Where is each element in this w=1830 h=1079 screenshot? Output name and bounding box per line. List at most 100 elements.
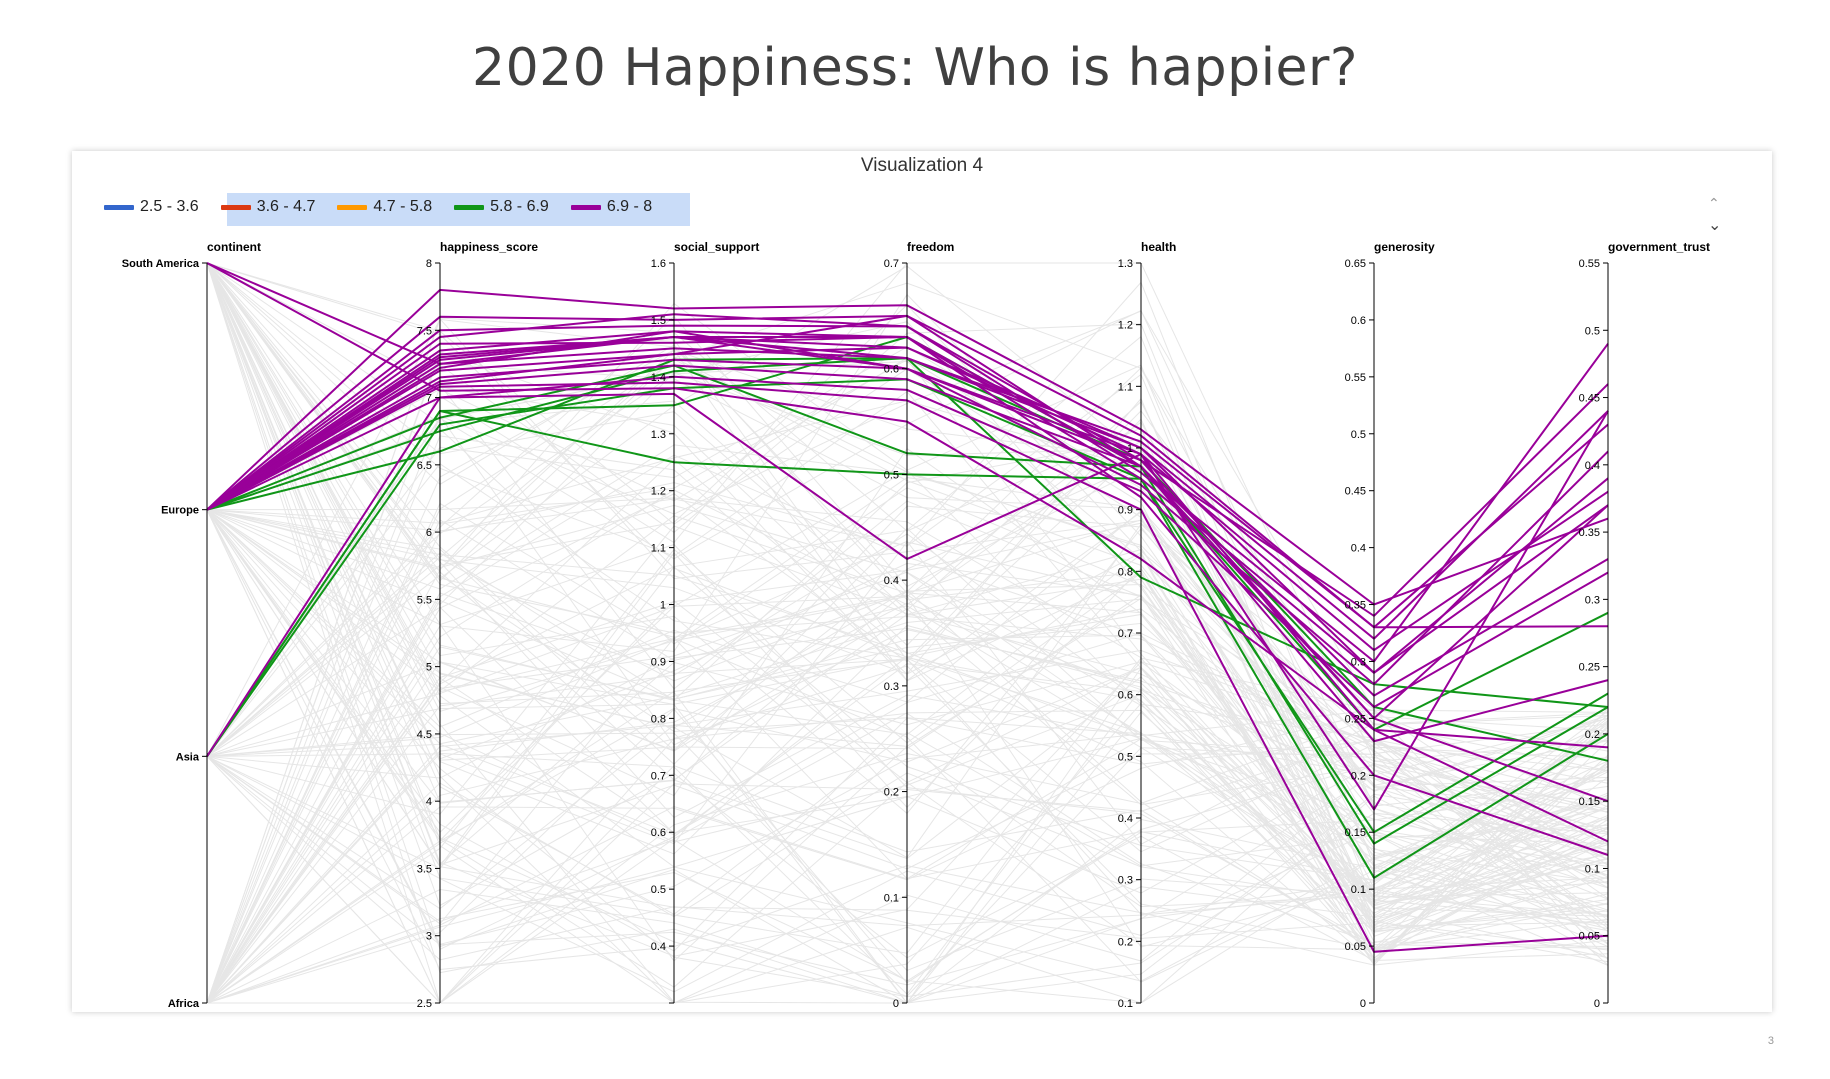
tick-label: 0.15 <box>1345 827 1366 839</box>
tick-label: 0.6 <box>884 364 899 376</box>
visualization-title: Visualization 4 <box>860 155 984 176</box>
axis-title: health <box>1141 240 1176 254</box>
axis-title: continent <box>207 240 261 254</box>
tick-label: 0.5 <box>1351 429 1366 441</box>
tick-label: 0.6 <box>651 827 666 839</box>
legend-label: 3.6 - 4.7 <box>256 198 316 215</box>
tick-label: Asia <box>176 751 200 763</box>
tick-label: 0.5 <box>1585 325 1600 337</box>
tick-label: 1.2 <box>651 486 666 498</box>
tick-label: 0.4 <box>651 941 666 953</box>
tick-label: 0.3 <box>1118 875 1133 887</box>
tick-label: 1 <box>660 600 666 612</box>
axis-social-support: social_support 0.4 0.5 0.6 0.7 0.8 0.9 1 1.1 1.2 1… <box>651 240 759 1004</box>
tick-label: 1.1 <box>1118 381 1133 393</box>
legend-item[interactable]: 6.9 - 8 <box>570 198 653 216</box>
tick-label: 1.3 <box>1118 258 1133 270</box>
axis-continent: continent South America Europe Asia Africa <box>122 240 261 1010</box>
tick-label: 2.5 <box>417 998 432 1010</box>
tick-label: South America <box>122 258 200 270</box>
tick-label: 8 <box>426 258 432 270</box>
axis-government-trust: government_trust 0 0.05 0.1 0.15 0.2 0.25 0.3 0.… <box>1579 240 1710 1010</box>
tick-label: 0.9 <box>1118 505 1133 517</box>
tick-label: 0.35 <box>1345 600 1366 612</box>
tick-label: 7 <box>426 393 432 405</box>
legend-label: 6.9 - 8 <box>606 198 653 215</box>
tick-label: 0.65 <box>1345 258 1366 270</box>
tick-label: 6.5 <box>417 460 432 472</box>
axis-title: generosity <box>1374 240 1435 254</box>
legend-selection-highlight <box>227 193 690 226</box>
tick-label: 0.2 <box>1351 770 1366 782</box>
tick-label: 0.6 <box>1118 690 1133 702</box>
chart-legend: 2.5 - 3.6 3.6 - 4.7 4.7 - 5.8 5.8 - 6.9 6.9 … <box>104 191 674 223</box>
tick-label: 1.6 <box>651 258 666 270</box>
tick-label: 3.5 <box>417 863 432 875</box>
legend-label: 5.8 - 6.9 <box>490 198 549 215</box>
legend-item[interactable]: 4.7 - 5.8 <box>337 198 432 216</box>
tick-label: 0.55 <box>1579 258 1600 270</box>
legend-swatch <box>337 204 368 210</box>
legend-label: 2.5 - 3.6 <box>140 198 199 215</box>
tick-label: 3 <box>426 931 432 943</box>
tick-label: 0.1 <box>1118 998 1133 1010</box>
legend-label: 4.7 - 5.8 <box>373 198 433 215</box>
tick-label: 0 <box>1360 998 1366 1010</box>
tick-label: Europe <box>161 505 199 517</box>
axis-title: happiness_score <box>440 240 538 254</box>
tick-label: 0.3 <box>884 681 899 693</box>
tick-label: 7.5 <box>417 325 432 337</box>
tick-label: 0.15 <box>1579 796 1600 808</box>
tick-label: 1.3 <box>651 429 666 441</box>
tick-label: 6 <box>426 527 432 539</box>
axis-title: government_trust <box>1608 240 1710 254</box>
tick-label: 0.1 <box>884 892 899 904</box>
tick-label: 4.5 <box>417 729 432 741</box>
tick-label: 0.25 <box>1345 713 1366 725</box>
tick-label: 0 <box>1594 998 1600 1010</box>
tick-label: 0.4 <box>1585 460 1600 472</box>
tick-label: 0.45 <box>1345 486 1366 498</box>
tick-label: 0.4 <box>1351 543 1366 555</box>
legend-swatch <box>104 204 134 210</box>
tick-label: 0.25 <box>1579 662 1600 674</box>
tick-label: 0.4 <box>1118 813 1133 825</box>
tick-label: 5 <box>426 662 432 674</box>
tick-label: 0.7 <box>884 258 899 270</box>
tick-label: 0.5 <box>884 469 899 481</box>
tick-label: 0.45 <box>1579 393 1600 405</box>
tick-label: 1.5 <box>651 315 666 327</box>
tick-label: 0.9 <box>651 656 666 668</box>
tick-label: 0.7 <box>1118 628 1133 640</box>
chevron-down-icon[interactable]: ⌄ <box>1708 217 1722 234</box>
axis-title: social_support <box>674 240 759 254</box>
tick-label: 0.1 <box>1351 884 1366 896</box>
legend-swatch <box>454 204 485 210</box>
axis-freedom: freedom 0 0.1 0.2 0.3 0.4 0.5 0.6 0.7 <box>884 240 955 1010</box>
tick-label: 1.2 <box>1118 320 1133 332</box>
tick-label: 0.05 <box>1579 931 1600 943</box>
tick-label: 5.5 <box>417 594 432 606</box>
tick-label: 0.4 <box>884 575 899 587</box>
parallel-coordinates-chart: continent South America Europe Asia Africa ha… <box>122 240 1710 1010</box>
axis-health: health 0.1 0.2 0.3 0.4 0.5 0.6 0.7 0.8 0.9 1 1.1 1.2… <box>1118 240 1177 1010</box>
tick-label: 0.6 <box>1351 315 1366 327</box>
chevron-up-icon[interactable]: ⌃ <box>1708 195 1720 211</box>
legend-item[interactable]: 2.5 - 3.6 <box>104 198 199 216</box>
legend-item[interactable]: 3.6 - 4.7 <box>220 198 316 216</box>
axis-happiness-score: happiness_score 2.5 3 3.5 4 4.5 5 5.5 6 6.5 7 7.5 8 <box>417 240 539 1010</box>
tick-label: 0.3 <box>1351 656 1366 668</box>
legend-item[interactable]: 5.8 - 6.9 <box>454 198 549 216</box>
tick-label: 1 <box>1127 443 1133 455</box>
tick-label: 0.2 <box>1585 729 1600 741</box>
tick-label: 0 <box>893 998 899 1010</box>
axis-generosity: generosity 0 0.05 0.1 0.15 0.2 0.25 0.3 0.35 0.4 0… <box>1345 240 1435 1010</box>
tick-label: 0.2 <box>1118 936 1133 948</box>
tick-label: 4 <box>426 796 432 808</box>
tick-label: 0.2 <box>884 787 899 799</box>
tick-label: 0.1 <box>1585 863 1600 875</box>
tick-label: 0.05 <box>1345 941 1366 953</box>
legend-swatch <box>220 204 251 210</box>
tick-label: 0.5 <box>1118 751 1133 763</box>
tick-label: 1.1 <box>651 543 666 555</box>
